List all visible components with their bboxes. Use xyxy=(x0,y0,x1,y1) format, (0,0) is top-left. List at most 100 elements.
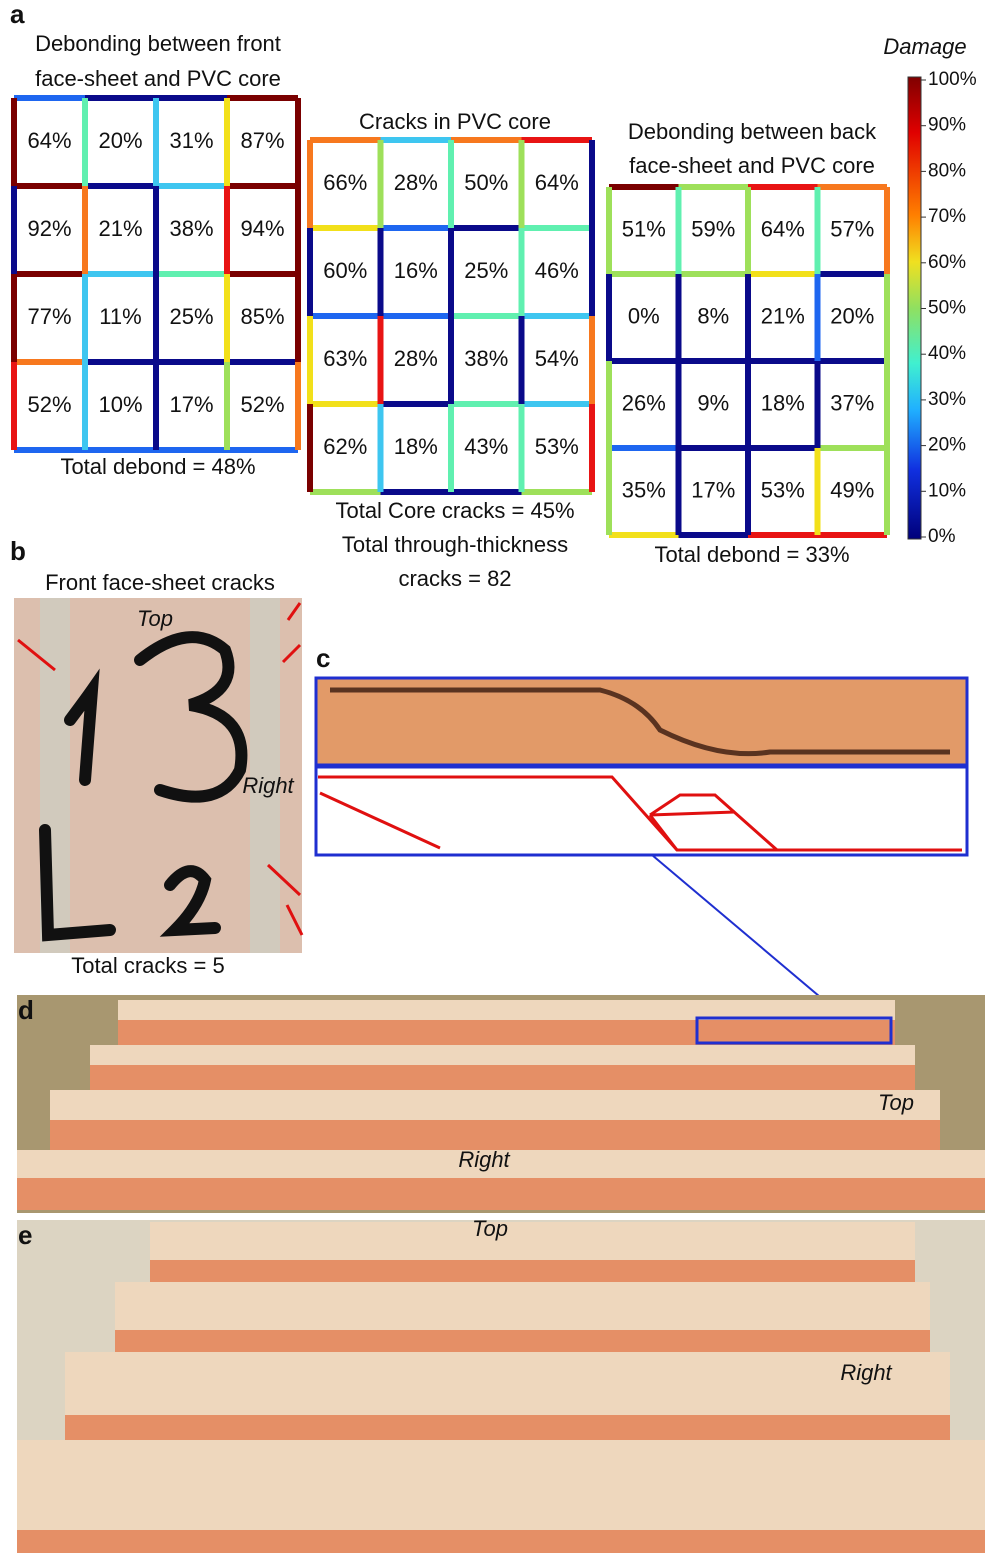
cell-value: 51% xyxy=(622,216,666,241)
panel-label: d xyxy=(18,995,34,1025)
slab-top xyxy=(50,1090,940,1120)
panel-label: b xyxy=(10,536,26,566)
cell-value: 94% xyxy=(240,216,284,241)
annotation: Top xyxy=(137,606,173,631)
grid-title: Debonding between back xyxy=(628,119,877,144)
grid-title: face-sheet and PVC core xyxy=(629,153,875,178)
cell-value: 17% xyxy=(691,477,735,502)
colorbar-tick-label: 50% xyxy=(928,298,966,319)
colorbar-tick-label: 20% xyxy=(928,435,966,456)
panel-a: Debonding between front face-sheet and PV… xyxy=(14,31,887,591)
cell-value: 52% xyxy=(27,392,71,417)
cell-value: 17% xyxy=(169,392,213,417)
total: Total cracks = 5 xyxy=(71,953,224,978)
cell-value: 18% xyxy=(394,434,438,459)
colorbar-gradient xyxy=(908,77,921,539)
cell-value: 28% xyxy=(394,170,438,195)
total: Total through-thickness xyxy=(342,532,568,557)
slab-top xyxy=(17,1440,985,1530)
cell-value: 53% xyxy=(535,434,579,459)
figure: Debonding between front face-sheet and PV… xyxy=(0,0,1003,1553)
cell-value: 64% xyxy=(27,128,71,153)
colorbar-tick-label: 90% xyxy=(928,115,966,136)
cell-value: 20% xyxy=(98,128,142,153)
panels-d-e xyxy=(17,995,985,1553)
slab-top xyxy=(90,1045,915,1065)
cell-value: 18% xyxy=(761,390,805,415)
colorbar-tick-label: 100% xyxy=(928,69,977,90)
annotation: Right xyxy=(458,1147,510,1172)
cell-value: 38% xyxy=(464,346,508,371)
panel-label: a xyxy=(10,0,25,29)
total: Total debond = 48% xyxy=(60,454,255,479)
cell-value: 62% xyxy=(323,434,367,459)
cell-value: 25% xyxy=(464,258,508,283)
slab-edge xyxy=(50,1120,940,1150)
cell-value: 21% xyxy=(98,216,142,241)
slab-edge xyxy=(118,1020,895,1045)
colorbar-tick-label: 80% xyxy=(928,160,966,181)
cell-value: 57% xyxy=(830,216,874,241)
slab-edge xyxy=(65,1415,950,1440)
cell-value: 64% xyxy=(535,170,579,195)
panel-title: Front face-sheet cracks xyxy=(45,570,275,595)
cell-value: 28% xyxy=(394,346,438,371)
cell-value: 8% xyxy=(697,303,729,328)
cell-value: 16% xyxy=(394,258,438,283)
total: Total Core cracks = 45% xyxy=(335,498,574,523)
cell-value: 46% xyxy=(535,258,579,283)
grid-title: face-sheet and PVC core xyxy=(35,66,281,91)
cell-value: 77% xyxy=(27,304,71,329)
colorbar-tick-label: 70% xyxy=(928,206,966,227)
cell-value: 35% xyxy=(622,477,666,502)
slab-top xyxy=(150,1222,915,1260)
panel-label: e xyxy=(18,1220,32,1250)
slab-edge xyxy=(17,1178,985,1210)
cell-value: 87% xyxy=(240,128,284,153)
total: Total debond = 33% xyxy=(654,542,849,567)
cell-value: 9% xyxy=(697,390,729,415)
cell-value: 60% xyxy=(323,258,367,283)
cell-value: 50% xyxy=(464,170,508,195)
grid-title: Debonding between front xyxy=(35,31,281,56)
cell-value: 66% xyxy=(323,170,367,195)
total: cracks = 82 xyxy=(398,566,511,591)
cell-value: 21% xyxy=(761,303,805,328)
cell-value: 26% xyxy=(622,390,666,415)
cell-value: 0% xyxy=(628,303,660,328)
cell-value: 54% xyxy=(535,346,579,371)
annotation: Top xyxy=(878,1090,914,1115)
annotation: Right xyxy=(840,1360,892,1385)
slab-top xyxy=(65,1352,950,1415)
colorbar-tick-label: 0% xyxy=(928,526,956,547)
slab-edge xyxy=(115,1330,930,1352)
panel-label: c xyxy=(316,643,330,673)
colorbar-tick-label: 40% xyxy=(928,343,966,364)
zoom-line xyxy=(652,855,845,1018)
cell-value: 92% xyxy=(27,216,71,241)
annotation: Top xyxy=(472,1216,508,1241)
cell-value: 10% xyxy=(98,392,142,417)
cell-value: 43% xyxy=(464,434,508,459)
cell-value: 49% xyxy=(830,477,874,502)
annotation: Right xyxy=(242,773,294,798)
slab-top xyxy=(115,1282,930,1330)
cell-value: 85% xyxy=(240,304,284,329)
grid-title: Cracks in PVC core xyxy=(359,109,551,134)
colorbar-tick-label: 10% xyxy=(928,480,966,501)
cell-value: 63% xyxy=(323,346,367,371)
cell-value: 59% xyxy=(691,216,735,241)
slab-edge xyxy=(17,1530,985,1553)
colorbar xyxy=(908,77,921,539)
colorbar-title: Damage xyxy=(883,34,966,59)
cell-value: 20% xyxy=(830,303,874,328)
slab-edge xyxy=(150,1260,915,1282)
cell-value: 64% xyxy=(761,216,805,241)
slab-edge xyxy=(90,1065,915,1090)
cell-value: 52% xyxy=(240,392,284,417)
cell-value: 37% xyxy=(830,390,874,415)
cell-value: 53% xyxy=(761,477,805,502)
colorbar-tick-label: 30% xyxy=(928,389,966,410)
cell-value: 25% xyxy=(169,304,213,329)
panel-c xyxy=(316,678,967,1018)
